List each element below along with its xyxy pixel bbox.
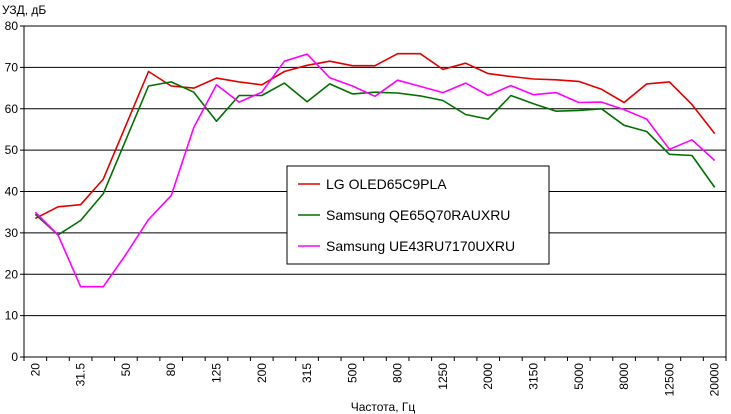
x-tick-label: 50 [119,363,133,377]
legend-label: LG OLED65C9PLA [326,176,447,192]
x-tick-label: 1250 [436,363,450,390]
x-tick-label: 200 [255,363,269,383]
x-tick-label: 800 [391,363,405,383]
x-tick-label: 12500 [662,363,676,397]
series-line-1 [34,52,716,220]
x-tick-label: 80 [164,363,178,377]
x-tick-label: 20 [28,363,42,377]
legend: LG OLED65C9PLA Samsung QE65Q70RAUXRU Samsu… [286,165,550,265]
y-tick-label: 20 [5,267,19,281]
series-line-2 [34,81,716,236]
x-axis-title: Частота, Гц [351,400,416,414]
y-tick-label: 50 [5,143,19,157]
legend-label: Samsung UE43RU7170UXRU [326,238,515,254]
y-tick-label: 80 [5,19,19,33]
series-layer [34,52,716,288]
y-tick-label: 60 [5,102,19,116]
x-tick-label: 20000 [708,363,722,397]
x-tick-label: 3150 [527,363,541,390]
x-tick-label: 125 [209,363,223,383]
y-tick-label: 40 [5,185,19,199]
y-tick-label: 30 [5,226,19,240]
x-tick-label: 315 [300,363,314,383]
x-tick-label: 8000 [617,363,631,390]
series-line-3 [34,53,716,288]
x-tick-label: 2000 [481,363,495,390]
x-tick-label: 5000 [572,363,586,390]
plot-area-frame [23,25,727,358]
x-tick-label: 31.5 [74,363,88,387]
y-tick-label: 70 [5,60,19,74]
x-tick-label: 500 [345,363,359,383]
y-tick-label: 10 [5,309,19,323]
y-tick-label: 0 [11,350,18,364]
legend-label: Samsung QE65Q70RAUXRU [326,207,510,223]
axis-layer: 0 10 20 30 40 50 60 70 80 20 31.5 50 80 125 200 315 500 8… [5,19,727,397]
legend-box [286,165,550,265]
y-axis-title: УЗД, дБ [2,3,46,17]
